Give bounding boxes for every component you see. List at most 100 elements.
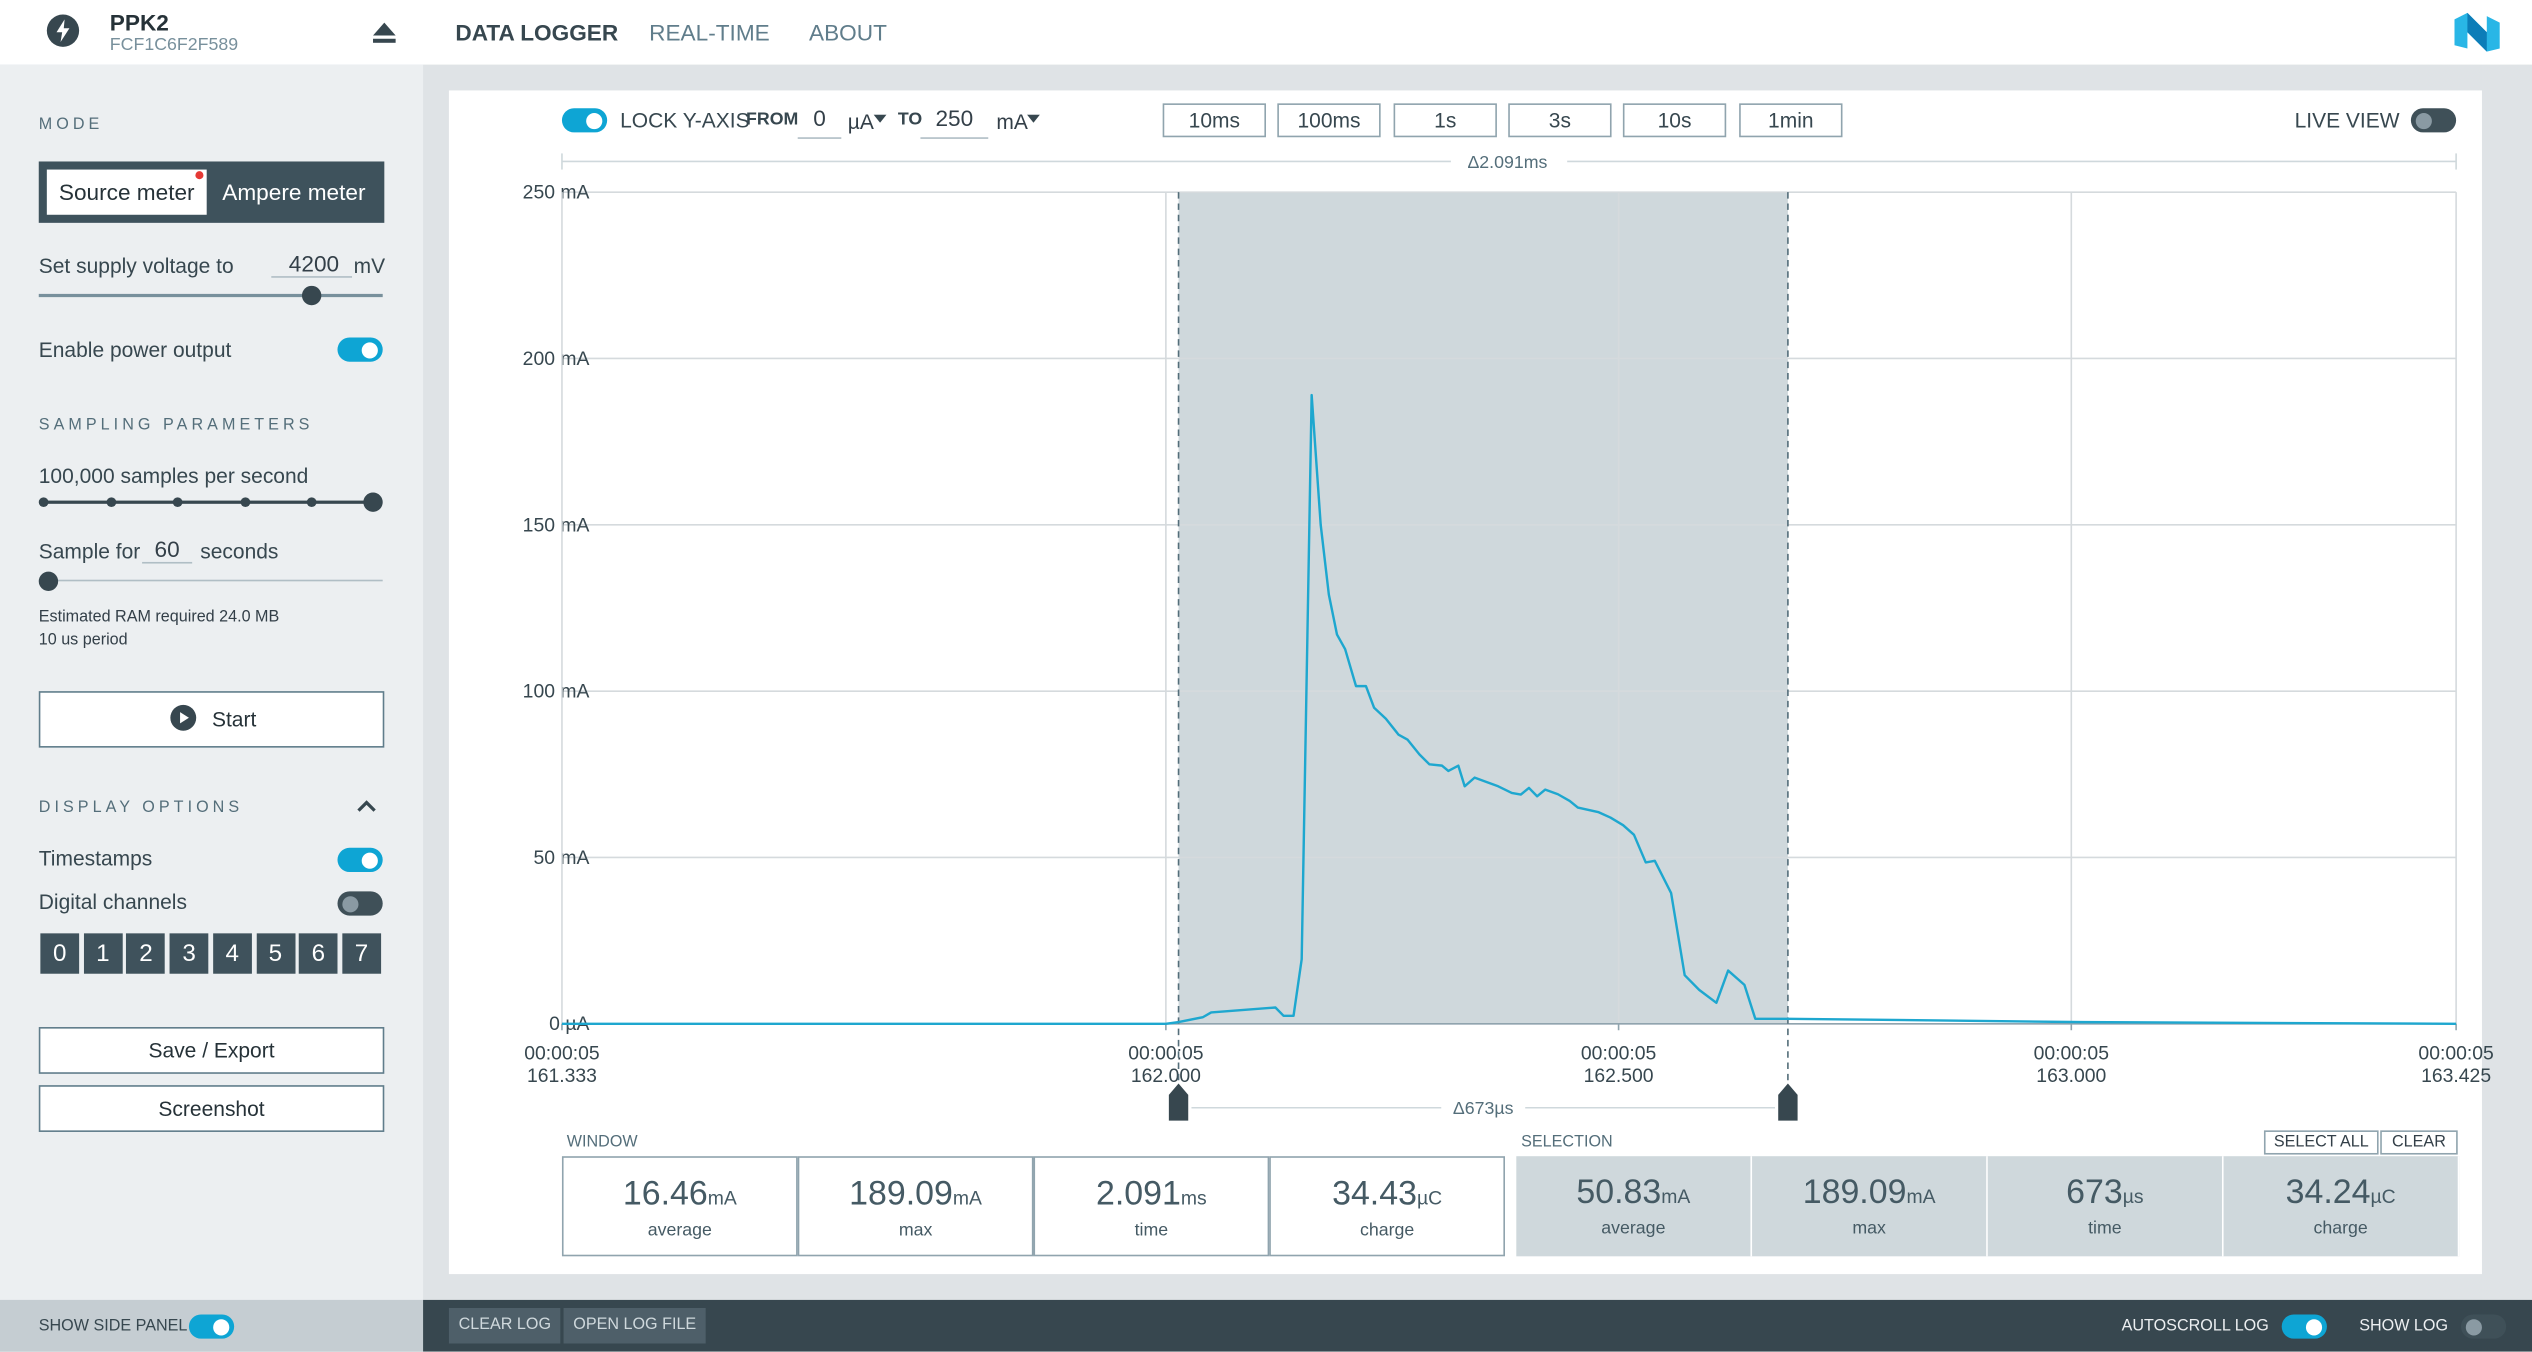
chevron[interactable] — [357, 798, 376, 814]
stat-unit: mA — [952, 1186, 982, 1210]
open-log-button[interactable]: OPEN LOG FILE — [563, 1307, 706, 1344]
toggle[interactable] — [337, 891, 383, 916]
label-bg — [1441, 1096, 1526, 1120]
channel-box[interactable]: 1 — [83, 933, 123, 974]
label: AUTOSCROLL LOG — [2121, 1317, 2269, 1336]
stat-label: charge — [1359, 1220, 1415, 1241]
x-tick-label: 162.500 — [1584, 1065, 1654, 1087]
start-button[interactable]: Start — [38, 691, 385, 748]
caret — [1027, 114, 1040, 123]
tab[interactable]: REAL-TIME — [649, 19, 770, 46]
channel-box[interactable]: 2 — [126, 933, 166, 974]
stat-box: 673µs time — [1987, 1156, 2224, 1257]
label: Sample for — [38, 539, 141, 564]
stat-value: 34.24µC — [2224, 1174, 2458, 1213]
seconds-input[interactable]: 60 — [142, 536, 193, 564]
tab[interactable]: DATA LOGGER — [455, 19, 619, 46]
stat-number: 34.43 — [1332, 1175, 1417, 1213]
toggle[interactable] — [2410, 108, 2457, 133]
device-icon — [46, 14, 80, 47]
stat-unit: µC — [1416, 1186, 1443, 1210]
screenshot-button[interactable]: Screenshot — [38, 1085, 385, 1132]
channel-box[interactable]: 5 — [255, 933, 295, 974]
unit-select[interactable]: mA — [996, 109, 1028, 135]
channel-box[interactable]: 0 — [40, 933, 80, 974]
stat-box: 2.091ms time — [1033, 1156, 1270, 1257]
label: Set supply voltage to — [38, 253, 234, 278]
stat-unit: µC — [2370, 1185, 2396, 1208]
x-tick-label: 00:00:05 — [1581, 1042, 1656, 1064]
mode-button[interactable]: Ampere meter — [222, 179, 366, 206]
x-tick-label: 00:00:05 — [1128, 1042, 1203, 1064]
label: FROM — [746, 109, 799, 130]
toggle[interactable] — [2460, 1314, 2507, 1339]
x-tick-label: 00:00:05 — [524, 1042, 599, 1064]
selection-duration: Δ673µs — [1453, 1098, 1514, 1118]
unit: mV — [353, 253, 386, 278]
slider-knob[interactable] — [38, 571, 59, 592]
device-serial: FCF1C6F2F589 — [109, 35, 239, 55]
stat-number: 673 — [2066, 1173, 2123, 1212]
label: Enable power output — [38, 337, 232, 362]
window-button[interactable]: 10ms — [1162, 103, 1267, 138]
stat-value: 673µs — [1988, 1174, 2222, 1213]
label: 100,000 samples per second — [38, 463, 309, 488]
window-button[interactable]: 10s — [1622, 103, 1727, 138]
y-tick-label: 250 mA — [523, 182, 590, 204]
toggle[interactable] — [337, 337, 383, 362]
stat-number: 189.09 — [849, 1175, 953, 1213]
label: Digital channels — [38, 889, 187, 914]
x-tick-label: 161.333 — [527, 1065, 597, 1087]
device-name: PPK2 — [109, 9, 169, 36]
tab[interactable]: ABOUT — [809, 19, 887, 46]
voltage-input[interactable]: 4200 — [271, 250, 353, 278]
slider-step — [106, 497, 117, 508]
x-tick-label: 00:00:05 — [2418, 1042, 2493, 1064]
stat-box: 189.09mA max — [797, 1156, 1034, 1257]
from-input[interactable]: 0 — [797, 105, 842, 139]
stat-number: 189.09 — [1802, 1173, 1907, 1212]
toggle[interactable] — [2281, 1314, 2327, 1339]
window-button[interactable]: 1min — [1739, 103, 1843, 138]
stat-label: average — [1601, 1219, 1666, 1239]
toggle[interactable] — [188, 1314, 235, 1339]
save-button[interactable]: Save / Export — [38, 1027, 385, 1074]
label: SHOW LOG — [2359, 1317, 2449, 1336]
label: TO — [897, 109, 923, 130]
x-tick-label: 163.425 — [2421, 1065, 2491, 1087]
stat-box: 34.43µC charge — [1269, 1156, 1505, 1257]
stat-value: 189.09mA — [1752, 1174, 1986, 1213]
stat-unit: mA — [1661, 1185, 1691, 1208]
clear-log-button[interactable]: CLEAR LOG — [448, 1307, 561, 1344]
stat-number: 34.24 — [2285, 1173, 2371, 1212]
channel-box[interactable]: 4 — [212, 933, 252, 974]
select-all-button[interactable]: SELECT ALL — [2263, 1130, 2379, 1155]
eject-icon[interactable] — [371, 19, 397, 45]
toggle[interactable] — [337, 847, 383, 872]
caret — [873, 114, 887, 123]
stat-number: 16.46 — [622, 1175, 708, 1213]
stat-label: time — [1134, 1220, 1169, 1241]
stat-box: 189.09mA max — [1752, 1156, 1988, 1257]
stat-value: 34.43µC — [1271, 1176, 1504, 1215]
mode-button[interactable]: Source meter — [46, 169, 207, 215]
window-button[interactable]: 3s — [1508, 103, 1612, 138]
toggle[interactable] — [561, 108, 608, 133]
channel-box[interactable]: 6 — [299, 933, 338, 974]
slider-knob[interactable] — [363, 492, 383, 512]
window-button[interactable]: 100ms — [1277, 103, 1381, 138]
x-tick-label: 162.000 — [1131, 1065, 1201, 1087]
stats-title: WINDOW — [566, 1133, 638, 1152]
channel-box[interactable]: 3 — [169, 933, 209, 974]
stat-number: 2.091 — [1095, 1175, 1181, 1213]
clear-button[interactable]: CLEAR — [2380, 1130, 2458, 1155]
channel-box[interactable]: 7 — [342, 933, 381, 974]
slider-knob[interactable] — [301, 285, 322, 306]
data-line — [561, 393, 2457, 1025]
window-button[interactable]: 1s — [1393, 103, 1497, 138]
to-input[interactable]: 250 — [920, 105, 989, 139]
unit-select[interactable]: µA — [847, 109, 874, 135]
note: 10 us period — [38, 631, 128, 650]
